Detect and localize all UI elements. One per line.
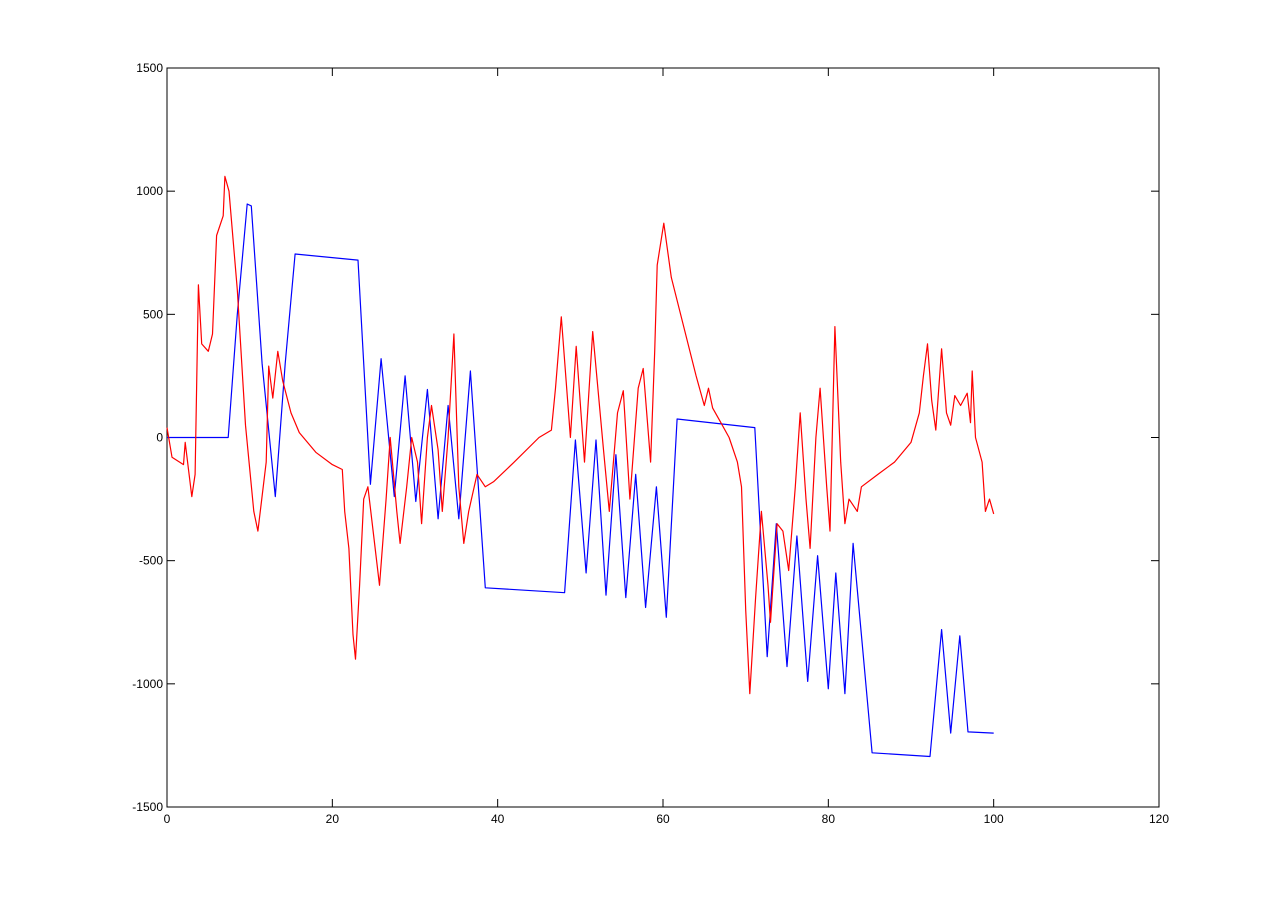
y-tick-label: -1500 [132, 800, 163, 814]
y-tick-label: 500 [143, 307, 163, 321]
x-tick-label: 80 [822, 812, 836, 826]
x-tick-label: 0 [164, 812, 171, 826]
x-tick-label: 60 [656, 812, 670, 826]
data-line [166, 175, 995, 695]
x-tick-label: 20 [326, 812, 340, 826]
y-tick-label: -1000 [132, 677, 163, 691]
plot-area [166, 67, 1160, 808]
x-tick-label: 120 [1149, 812, 1169, 826]
x-tick-label: 40 [491, 812, 505, 826]
y-tick-label: 0 [156, 431, 163, 445]
data-line [167, 203, 994, 758]
y-tick-label: 1000 [136, 184, 163, 198]
y-tick-label: -500 [139, 554, 163, 568]
y-tick-label: 1500 [136, 61, 163, 75]
x-tick-label: 100 [984, 812, 1004, 826]
